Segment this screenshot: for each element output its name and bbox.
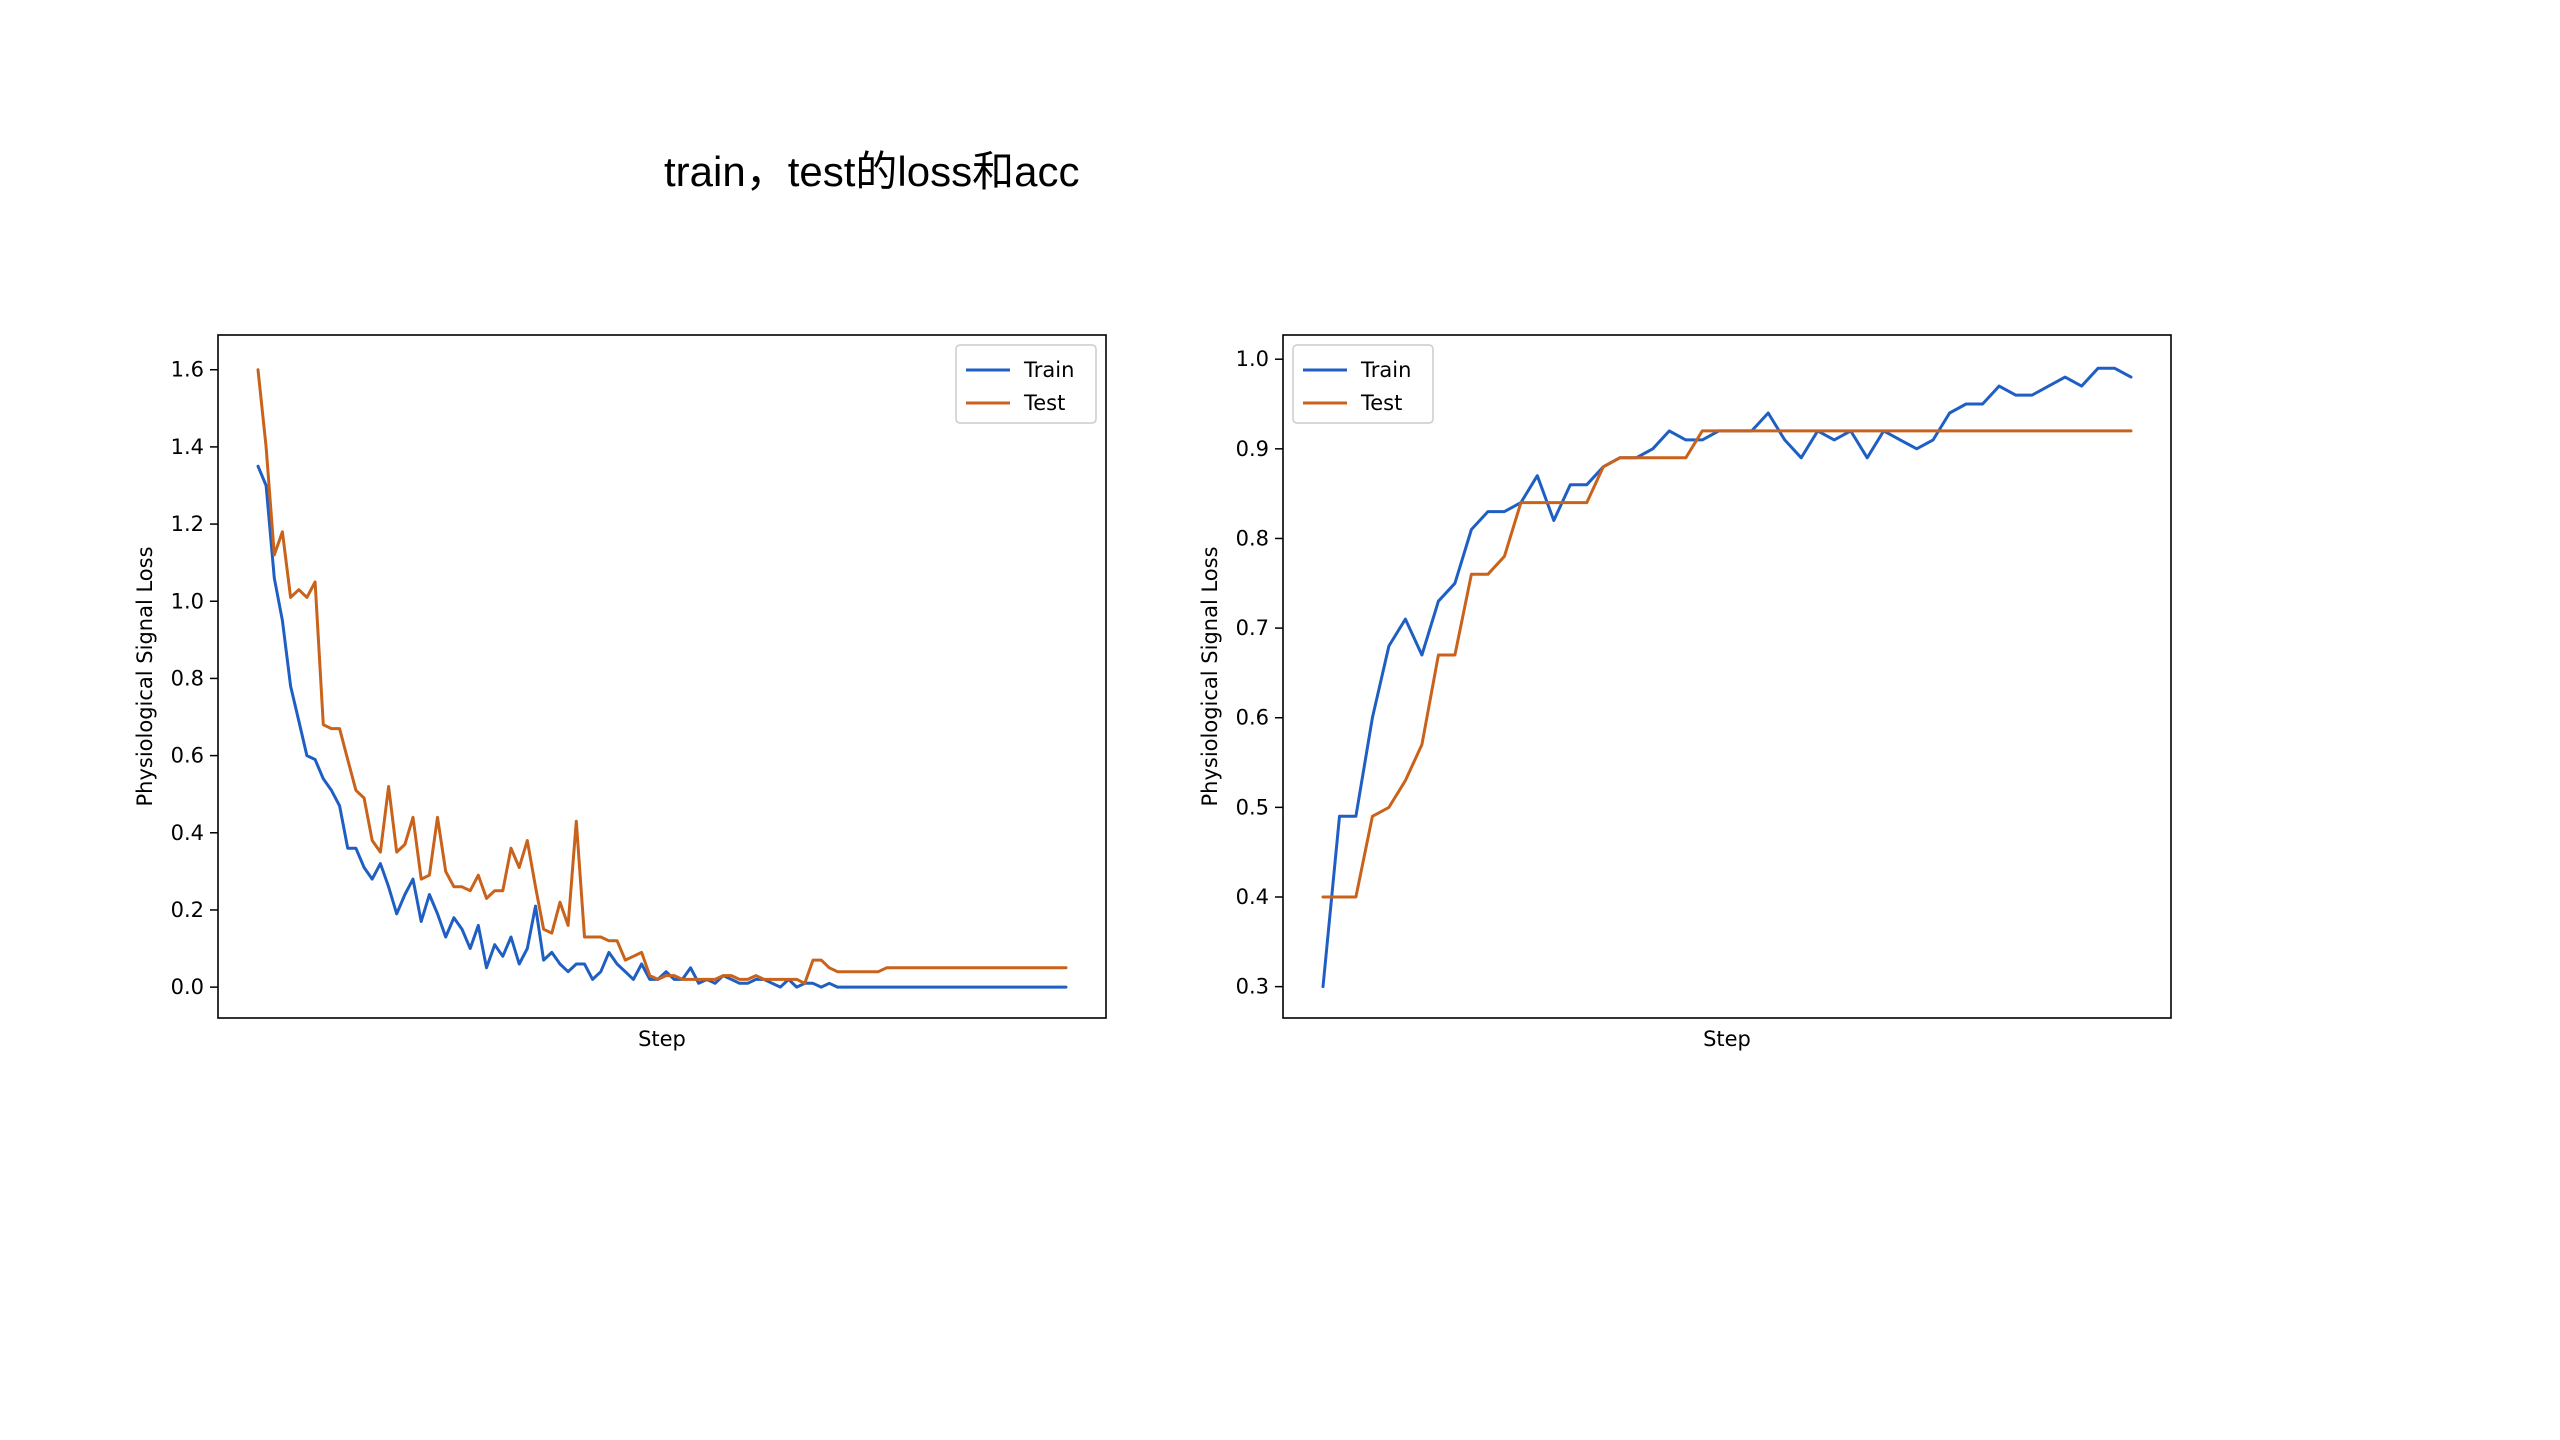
y-tick-label: 0.6 bbox=[171, 744, 204, 768]
y-tick-label: 1.0 bbox=[1236, 347, 1269, 371]
y-tick-label: 0.6 bbox=[1236, 706, 1269, 730]
slide-title: train，test的loss和acc bbox=[664, 148, 1080, 195]
plot-frame bbox=[217, 334, 1107, 1019]
series-line-test bbox=[1321, 429, 2133, 899]
series-line-train bbox=[1321, 366, 2133, 989]
x-axis-label: Step bbox=[638, 1027, 686, 1051]
legend-label-test: Test bbox=[1023, 391, 1065, 415]
accuracy-chart: 0.3 0.4 0.5 0.6 0.7 0.8 0.9 1.0 Step Physiologica… bbox=[1198, 334, 2172, 1051]
y-tick-label: 0.5 bbox=[1236, 795, 1269, 819]
legend-label-train: Train bbox=[1360, 358, 1411, 382]
y-tick-label: 0.2 bbox=[171, 898, 204, 922]
y-tick-label: 1.4 bbox=[171, 435, 204, 459]
y-tick-label: 0.3 bbox=[1236, 975, 1269, 999]
y-tick-label: 0.8 bbox=[1236, 526, 1269, 550]
y-tick-label: 0.4 bbox=[1236, 885, 1269, 909]
y-tick-label: 1.6 bbox=[171, 358, 204, 382]
y-tick-label: 0.8 bbox=[171, 666, 204, 690]
series-line-test bbox=[256, 368, 1068, 985]
legend-label-train: Train bbox=[1023, 358, 1074, 382]
y-tick-label: 0.9 bbox=[1236, 437, 1269, 461]
y-tick-label: 1.0 bbox=[171, 589, 204, 613]
loss-chart: 0.0 0.2 0.4 0.6 0.8 1.0 1.2 1.4 1.6 Step Physiolog… bbox=[133, 334, 1107, 1051]
legend: Train Test bbox=[1292, 344, 1434, 424]
series-line-train bbox=[256, 464, 1068, 989]
y-tick-label: 0.7 bbox=[1236, 616, 1269, 640]
y-tick-label: 0.0 bbox=[171, 975, 204, 999]
legend: Train Test bbox=[955, 344, 1097, 424]
y-tick-label: 0.4 bbox=[171, 821, 204, 845]
legend-label-test: Test bbox=[1360, 391, 1402, 415]
x-axis-label: Step bbox=[1703, 1027, 1751, 1051]
y-tick-label: 1.2 bbox=[171, 512, 204, 536]
y-axis-label: Physiological Signal Loss bbox=[133, 546, 157, 806]
y-axis-label: Physiological Signal Loss bbox=[1198, 546, 1222, 806]
plot-frame bbox=[1282, 334, 2172, 1019]
